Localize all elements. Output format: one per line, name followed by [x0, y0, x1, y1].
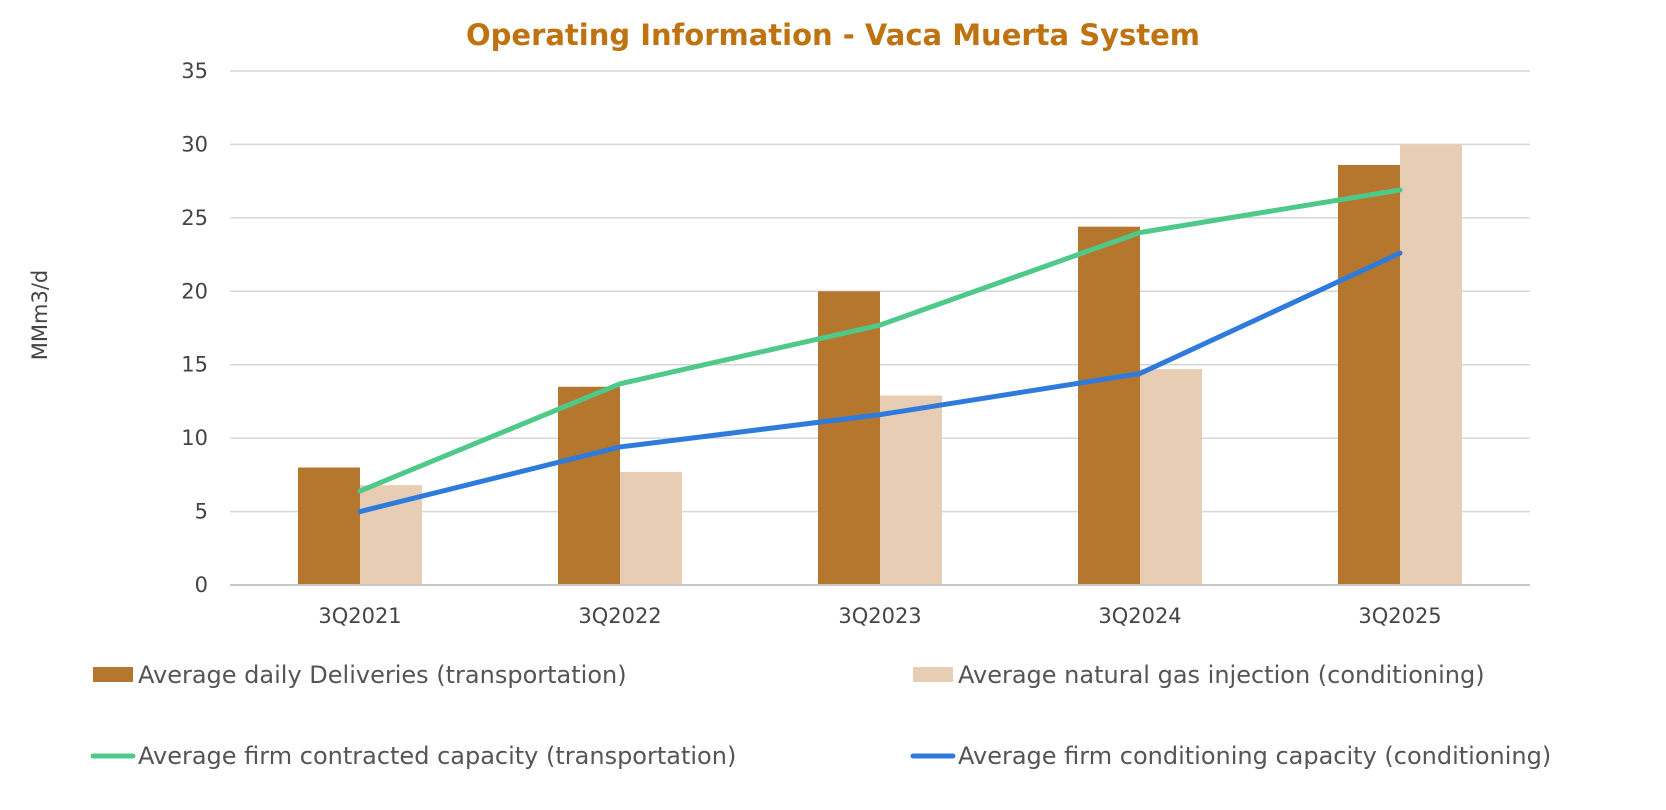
bar-average-daily-deliveries-transportation-3q2025 — [1338, 164, 1400, 585]
bar-average-natural-gas-injection-conditioning-3q2022 — [620, 471, 682, 585]
legend-label-deliveries: Average daily Deliveries (transportation… — [138, 661, 627, 689]
bar-average-natural-gas-injection-conditioning-3q2025 — [1400, 144, 1462, 585]
bars — [298, 144, 1462, 585]
y-tick-label-25: 25 — [181, 206, 208, 230]
y-tick-label-20: 20 — [181, 279, 208, 303]
bar-average-daily-deliveries-transportation-3q2022 — [558, 386, 620, 585]
y-tick-label-5: 5 — [195, 500, 208, 524]
legend-item-contracted-capacity: Average firm contracted capacity (transp… — [90, 742, 736, 770]
bar-average-daily-deliveries-transportation-3q2021 — [298, 467, 360, 585]
x-tick-label-3q2021: 3Q2021 — [318, 604, 401, 628]
x-axis-ticks: 3Q2021 3Q2022 3Q2023 3Q2024 3Q2025 — [230, 584, 1530, 628]
legend-item-injection: Average natural gas injection (condition… — [913, 661, 1485, 689]
y-axis-label: MMm3/d — [28, 270, 52, 360]
x-tick-label-3q2023: 3Q2023 — [838, 604, 921, 628]
line-average-firm-conditioning-capacity-conditioning — [357, 250, 1403, 515]
legend-swatch-injection — [913, 667, 953, 682]
legend-item-deliveries: Average daily Deliveries (transportation… — [93, 661, 627, 689]
y-tick-label-30: 30 — [181, 132, 208, 156]
y-tick-label-15: 15 — [181, 353, 208, 377]
legend-label-injection: Average natural gas injection (condition… — [958, 661, 1485, 689]
legend: Average daily Deliveries (transportation… — [90, 661, 1551, 770]
legend-item-conditioning-capacity: Average firm conditioning capacity (cond… — [910, 742, 1551, 770]
legend-label-conditioning-capacity: Average firm conditioning capacity (cond… — [958, 742, 1551, 770]
y-tick-label-35: 35 — [181, 59, 208, 83]
bar-average-natural-gas-injection-conditioning-3q2023 — [880, 395, 942, 585]
y-tick-label-0: 0 — [195, 573, 208, 597]
x-tick-label-3q2025: 3Q2025 — [1358, 604, 1441, 628]
bar-average-daily-deliveries-transportation-3q2023 — [818, 291, 880, 585]
x-tick-label-3q2024: 3Q2024 — [1098, 604, 1181, 628]
bar-average-natural-gas-injection-conditioning-3q2024 — [1140, 369, 1202, 585]
y-tick-label-10: 10 — [181, 426, 208, 450]
legend-label-contracted-capacity: Average firm contracted capacity (transp… — [138, 742, 736, 770]
chart-title: Operating Information - Vaca Muerta Syst… — [466, 18, 1200, 52]
x-tick-label-3q2022: 3Q2022 — [578, 604, 661, 628]
line-average-firm-contracted-capacity-transportation — [357, 187, 1403, 494]
y-axis-ticks: 0 5 10 15 20 25 30 35 — [181, 59, 208, 597]
bar-average-daily-deliveries-transportation-3q2024 — [1078, 226, 1140, 585]
lines — [357, 187, 1403, 515]
legend-swatch-deliveries — [93, 667, 133, 682]
